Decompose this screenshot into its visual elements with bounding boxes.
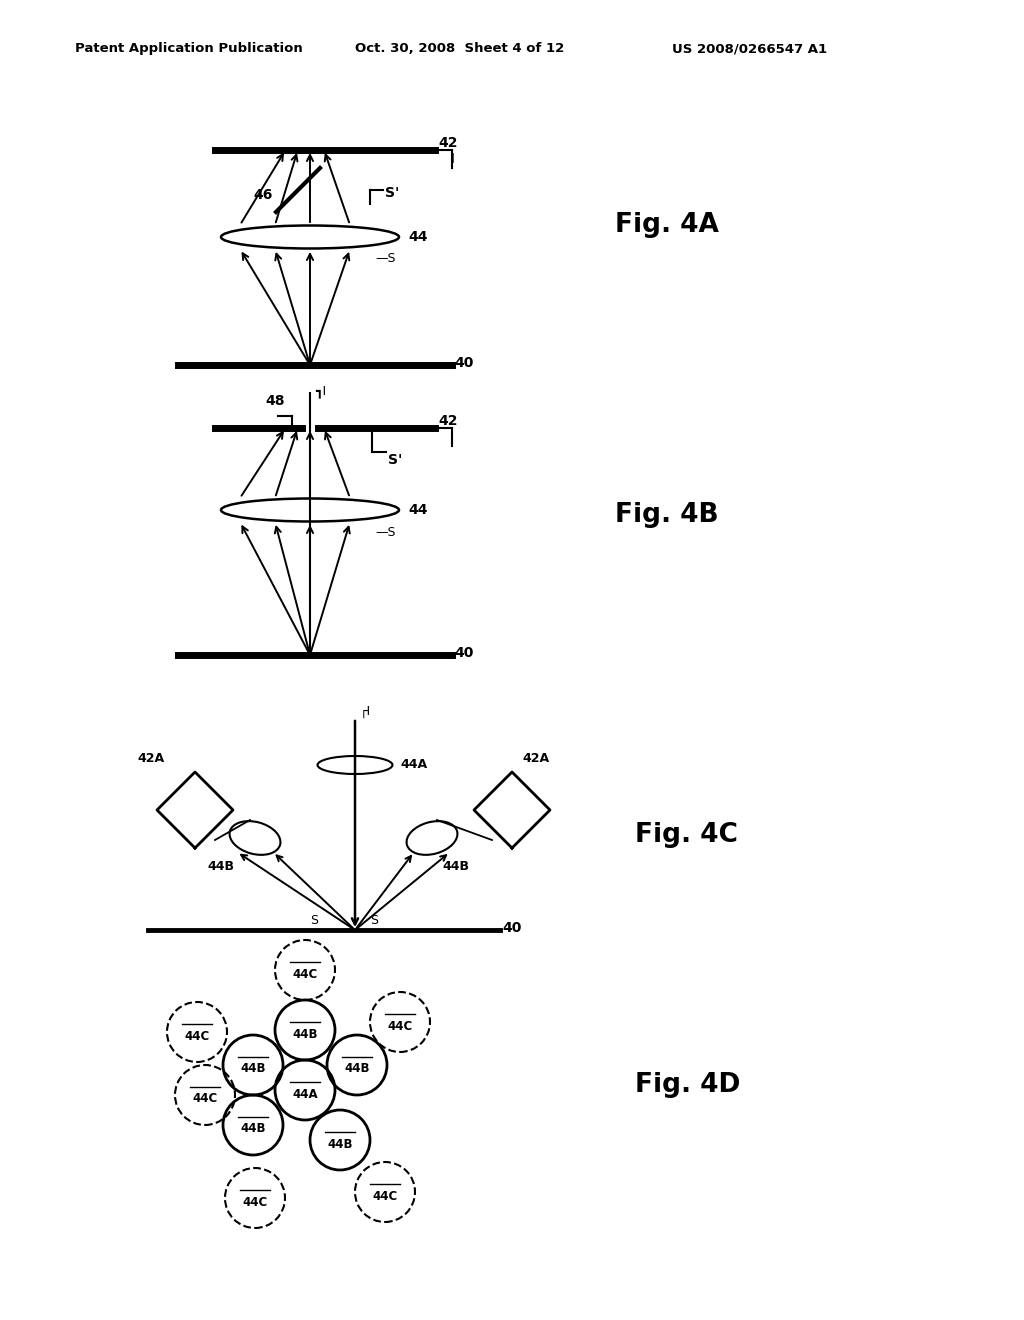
Text: 42A: 42A xyxy=(522,751,549,764)
Text: 44A: 44A xyxy=(292,1088,317,1101)
Text: 44B: 44B xyxy=(292,1027,317,1040)
Text: 44: 44 xyxy=(408,230,427,244)
Text: 42: 42 xyxy=(438,136,458,150)
Text: ┌I: ┌I xyxy=(360,705,371,718)
Text: 44C: 44C xyxy=(373,1189,397,1203)
Text: 44B: 44B xyxy=(241,1122,266,1135)
Text: Fig. 4D: Fig. 4D xyxy=(635,1072,740,1098)
Text: 44A: 44A xyxy=(400,759,427,771)
Text: 44C: 44C xyxy=(243,1196,267,1209)
Text: 40: 40 xyxy=(454,645,473,660)
Text: S': S' xyxy=(388,453,402,467)
Text: Oct. 30, 2008  Sheet 4 of 12: Oct. 30, 2008 Sheet 4 of 12 xyxy=(355,42,564,55)
Text: 44C: 44C xyxy=(184,1030,210,1043)
Text: 44B: 44B xyxy=(207,859,234,873)
Text: —S: —S xyxy=(375,525,395,539)
Text: S: S xyxy=(370,913,378,927)
Text: 40: 40 xyxy=(502,921,521,935)
Text: 42A: 42A xyxy=(137,751,164,764)
Text: 44B: 44B xyxy=(344,1063,370,1076)
Text: 44C: 44C xyxy=(293,968,317,981)
Text: Fig. 4A: Fig. 4A xyxy=(615,213,719,238)
Text: 44C: 44C xyxy=(387,1019,413,1032)
Text: 44B: 44B xyxy=(328,1138,352,1151)
Text: Fig. 4B: Fig. 4B xyxy=(615,502,719,528)
Text: S': S' xyxy=(385,186,399,201)
Text: 46: 46 xyxy=(253,187,272,202)
Text: 44C: 44C xyxy=(193,1093,218,1106)
Text: S: S xyxy=(310,913,318,927)
Text: 44: 44 xyxy=(408,503,427,517)
Text: ┓I: ┓I xyxy=(315,385,326,399)
Text: 42: 42 xyxy=(438,414,458,428)
Text: Patent Application Publication: Patent Application Publication xyxy=(75,42,303,55)
Text: 48: 48 xyxy=(265,393,285,408)
Text: US 2008/0266547 A1: US 2008/0266547 A1 xyxy=(672,42,827,55)
Text: I: I xyxy=(451,152,455,166)
Text: 40: 40 xyxy=(454,356,473,370)
Text: 44B: 44B xyxy=(442,859,469,873)
Text: 44B: 44B xyxy=(241,1063,266,1076)
Text: Fig. 4C: Fig. 4C xyxy=(635,822,738,847)
Text: —S: —S xyxy=(375,252,395,265)
